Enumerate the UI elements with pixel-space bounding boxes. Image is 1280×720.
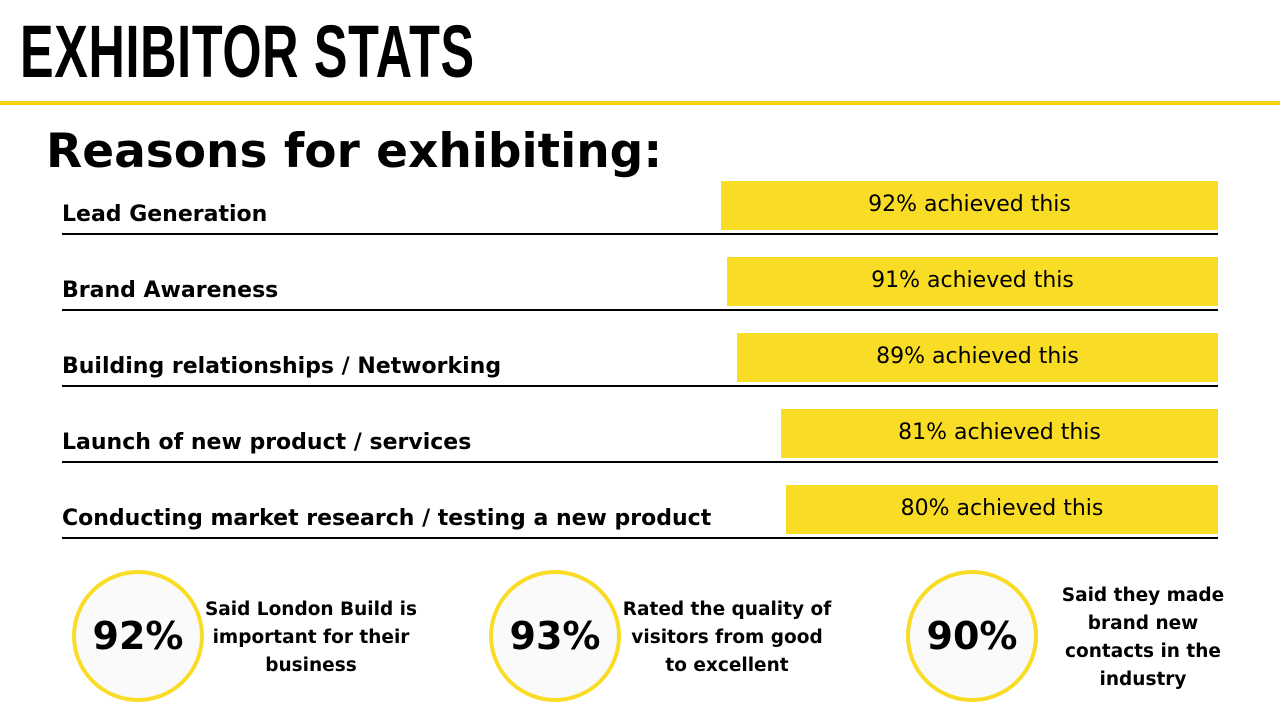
bar: 80% achieved this	[786, 485, 1218, 534]
section-title: Reasons for exhibiting:	[46, 124, 663, 179]
stat-description: Said they made brand new contacts in the…	[1061, 585, 1225, 690]
stat-description: Rated the quality of visitors from good …	[622, 599, 832, 676]
data-label: 81% achieved this	[898, 420, 1101, 445]
category-label: Lead Generation	[62, 202, 268, 227]
stat-description: Said London Build is important for their…	[204, 599, 418, 676]
stat-circle: 92%	[72, 570, 204, 702]
header-divider	[0, 101, 1280, 105]
data-label: 91% achieved this	[871, 268, 1074, 293]
chart-row: Brand Awareness 91% achieved this	[62, 257, 1218, 311]
data-label: 89% achieved this	[876, 344, 1079, 369]
chart-row: Lead Generation 92% achieved this	[62, 181, 1218, 235]
bar: 89% achieved this	[737, 333, 1218, 382]
category-label: Conducting market research / testing a n…	[62, 506, 712, 531]
data-label: 92% achieved this	[868, 192, 1071, 217]
category-label: Brand Awareness	[62, 278, 279, 303]
category-label: Launch of new product / services	[62, 430, 472, 455]
stat-circle: 93%	[489, 570, 621, 702]
bar: 81% achieved this	[781, 409, 1218, 458]
data-label: 80% achieved this	[900, 496, 1104, 521]
chart-row: Conducting market research / testing a n…	[62, 485, 1218, 539]
stat-circle: 90%	[906, 570, 1038, 702]
bar: 91% achieved this	[727, 257, 1218, 306]
chart-row: Launch of new product / services 81% achi…	[62, 409, 1218, 463]
bar: 92% achieved this	[721, 181, 1218, 230]
chart-row: Building relationships / Networking 89% a…	[62, 333, 1218, 387]
page-title: EXHIBITOR STATS	[20, 10, 475, 93]
category-label: Building relationships / Networking	[62, 354, 502, 379]
